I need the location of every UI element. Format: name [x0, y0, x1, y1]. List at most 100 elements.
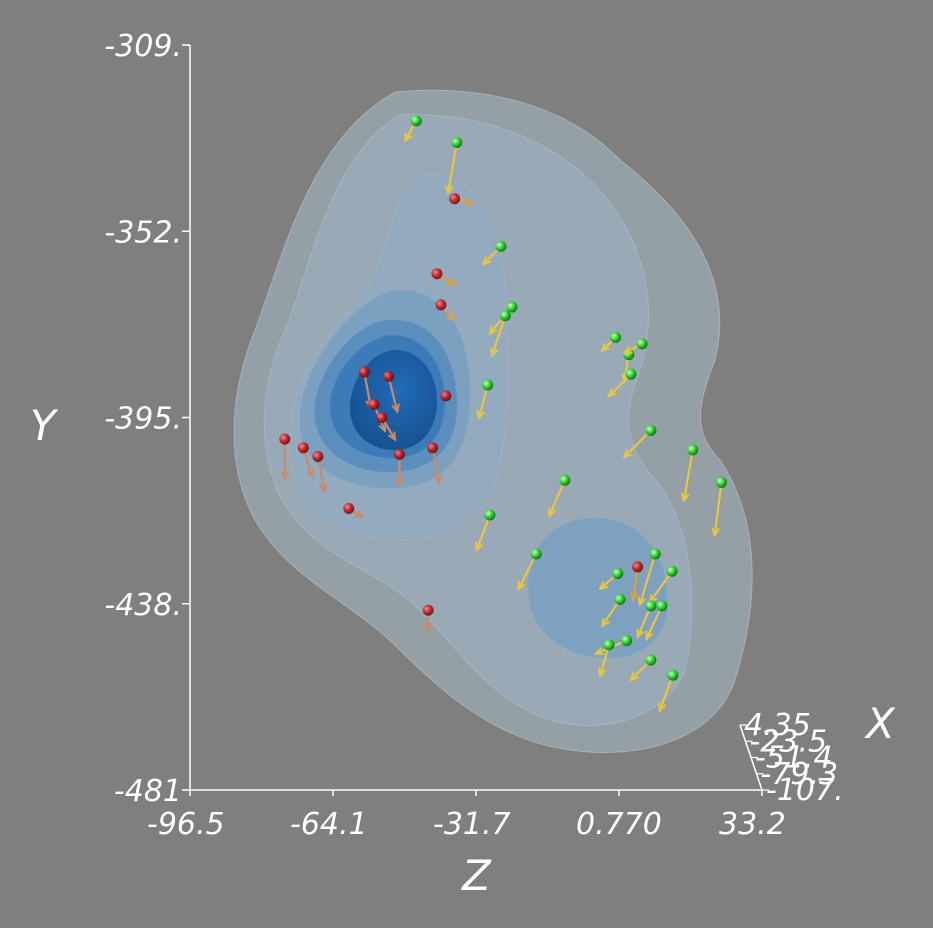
- data-point-sphere: [358, 366, 370, 378]
- y-axis-ticks: -309. -352. -395. -438. -481: [104, 29, 190, 809]
- data-point-sphere: [667, 669, 679, 681]
- vector-arrow-head: [629, 671, 639, 682]
- vector-arrow-shaft: [648, 570, 674, 604]
- vector-arrow-head: [607, 388, 617, 398]
- data-point-sphere: [297, 442, 309, 454]
- vector-arrow-shaft: [477, 383, 489, 420]
- x-tick-label: -31.7: [433, 807, 511, 842]
- vector-arrow-head: [711, 527, 721, 538]
- vector-arrow-head: [444, 185, 454, 196]
- vector-arrow-shaft: [638, 552, 657, 606]
- x-axis-ticks: -96.5 -64.1 -31.7 0.770 33.2: [147, 790, 786, 842]
- vector-arrow-head: [600, 342, 611, 353]
- data-point-sphere: [393, 448, 405, 460]
- x-axis-title: Z: [461, 851, 492, 900]
- vector-arrow-head: [637, 596, 647, 607]
- vector-arrow-head: [353, 509, 364, 519]
- vector-arrow-head: [433, 475, 443, 486]
- data-point-sphere: [687, 444, 699, 456]
- vector-arrow-head: [490, 347, 499, 358]
- vector-arrow-head: [517, 581, 526, 592]
- depth-tick-label: -79.3: [761, 757, 839, 792]
- vector-arrow-head: [481, 256, 492, 266]
- data-point-sphere: [621, 635, 633, 647]
- vector-arrow-head: [622, 345, 633, 354]
- data-point-sphere: [614, 593, 626, 605]
- y-tick-label: -395.: [104, 402, 182, 437]
- data-point-sphere: [382, 370, 394, 382]
- data-point-sphere: [376, 412, 388, 423]
- data-point-sphere: [603, 639, 615, 651]
- y-axis-title: Y: [30, 401, 59, 450]
- depth-tick-label: -51.4: [755, 741, 833, 776]
- vector-arrow-head: [488, 325, 498, 336]
- vector-arrow-shaft: [517, 552, 538, 591]
- data-point-sphere: [632, 561, 644, 573]
- data-point-sphere: [451, 136, 463, 148]
- vector-arrow-head: [622, 449, 633, 459]
- data-point-sphere: [368, 399, 380, 411]
- vector-arrow-shaft: [387, 375, 399, 413]
- data-point-sphere: [431, 268, 443, 280]
- vector-arrow-shaft: [713, 481, 723, 537]
- data-point-sphere: [645, 424, 657, 436]
- vector-arrow-head: [446, 312, 456, 323]
- data-point-sphere: [649, 548, 661, 560]
- data-point-sphere: [559, 474, 571, 486]
- x-tick-label: 33.2: [719, 807, 786, 842]
- data-point-sphere: [625, 368, 637, 380]
- data-point-sphere: [343, 502, 355, 514]
- data-point-sphere: [427, 442, 439, 454]
- data-point-sphere: [715, 476, 727, 488]
- depth-tick-label: 4.35: [744, 708, 811, 743]
- vector-arrow-shaft: [431, 446, 441, 485]
- vector-arrow-head: [280, 471, 290, 482]
- vector-arrow-shaft: [491, 314, 507, 357]
- data-point-sphere: [666, 565, 678, 577]
- data-point-sphere: [482, 379, 494, 391]
- data-point-sphere: [499, 310, 511, 322]
- y-tick-label: -309.: [104, 29, 182, 64]
- vector-arrow-head: [395, 477, 404, 488]
- vector-arrow-shaft: [682, 448, 694, 502]
- vector-arrow-shaft: [658, 674, 675, 712]
- vector-arrow-head: [593, 647, 604, 656]
- data-point-sphere: [410, 115, 422, 127]
- vector-arrow-shaft: [475, 513, 491, 552]
- depth-tick-label: -23.5: [750, 724, 828, 759]
- vector-arrow-head: [404, 132, 413, 143]
- vector-glyphs: [279, 115, 727, 713]
- data-point-sphere: [612, 567, 624, 579]
- vector-arrow-head: [629, 592, 639, 603]
- vector-arrow-shaft: [645, 604, 663, 641]
- vector-arrow-shaft: [623, 429, 652, 458]
- data-point-sphere: [279, 433, 291, 445]
- vector-arrow-shaft: [636, 604, 652, 638]
- y-tick-label: -352.: [104, 215, 182, 250]
- data-point-sphere: [312, 450, 324, 462]
- vector-arrow-head: [305, 468, 315, 479]
- data-point-sphere: [495, 240, 507, 252]
- vector-arrow-head: [446, 277, 457, 286]
- vector-arrow-head: [657, 702, 667, 713]
- data-point-sphere: [422, 604, 434, 616]
- vector-arrow-head: [474, 542, 484, 553]
- vector-arrow-head: [378, 422, 387, 434]
- vector-arrow-head: [548, 507, 557, 518]
- vector-arrow-head: [636, 628, 645, 639]
- vector-arrow-head: [597, 667, 607, 678]
- data-point-sphere: [656, 600, 668, 612]
- data-point-sphere: [435, 299, 447, 311]
- vector-arrow-head: [387, 431, 397, 442]
- depth-axis-title: X: [864, 699, 896, 748]
- data-point-sphere: [645, 600, 657, 612]
- axes: -309. -352. -395. -438. -481 -96.5 -64.1 -31.7…: [30, 29, 896, 900]
- vector-arrow-head: [391, 403, 400, 414]
- vector-arrow-shaft: [446, 141, 458, 195]
- vector-arrow-head: [680, 492, 690, 503]
- data-point-sphere: [610, 331, 622, 343]
- x-tick-label: 0.770: [576, 807, 662, 842]
- x-tick-label: -96.5: [147, 807, 225, 842]
